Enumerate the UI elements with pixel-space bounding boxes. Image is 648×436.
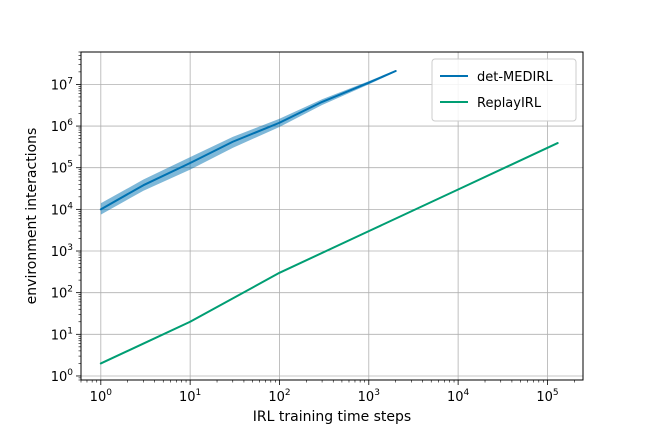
y-tick-label: 106	[51, 118, 74, 135]
confidence-bands	[100, 70, 396, 215]
x-tick-label: 104	[447, 388, 470, 405]
series-lines	[99, 69, 559, 365]
legend: det-MEDIRL ReplayIRL	[431, 58, 577, 122]
x-tick-label: 105	[536, 388, 558, 405]
replayirl-line	[99, 142, 559, 365]
x-tick-label: 103	[358, 388, 380, 405]
legend-label-replayirl: ReplayIRL	[477, 96, 542, 111]
y-axis-label: environment interactions	[24, 128, 40, 305]
legend-box	[431, 58, 577, 122]
legend-label-det-medirl: det-MEDIRL	[477, 70, 553, 85]
y-tick-label: 103	[51, 243, 73, 260]
ticks: 100 101 102 103 104 105 100 101 102 103 104 105 106 1…	[51, 51, 575, 405]
y-tick-label: 107	[51, 76, 73, 93]
det-medirl-line	[99, 69, 397, 211]
y-tick-label: 102	[51, 285, 73, 302]
x-tick-label: 102	[268, 388, 290, 405]
y-tick-label: 100	[51, 368, 74, 385]
x-axis-label: IRL training time steps	[253, 409, 411, 425]
det-medirl-band	[100, 70, 396, 215]
y-tick-label: 105	[51, 160, 73, 177]
x-tick-label: 101	[179, 388, 201, 405]
y-tick-label: 104	[51, 201, 74, 218]
x-tick-label: 100	[90, 388, 113, 405]
y-tick-label: 101	[51, 326, 73, 343]
